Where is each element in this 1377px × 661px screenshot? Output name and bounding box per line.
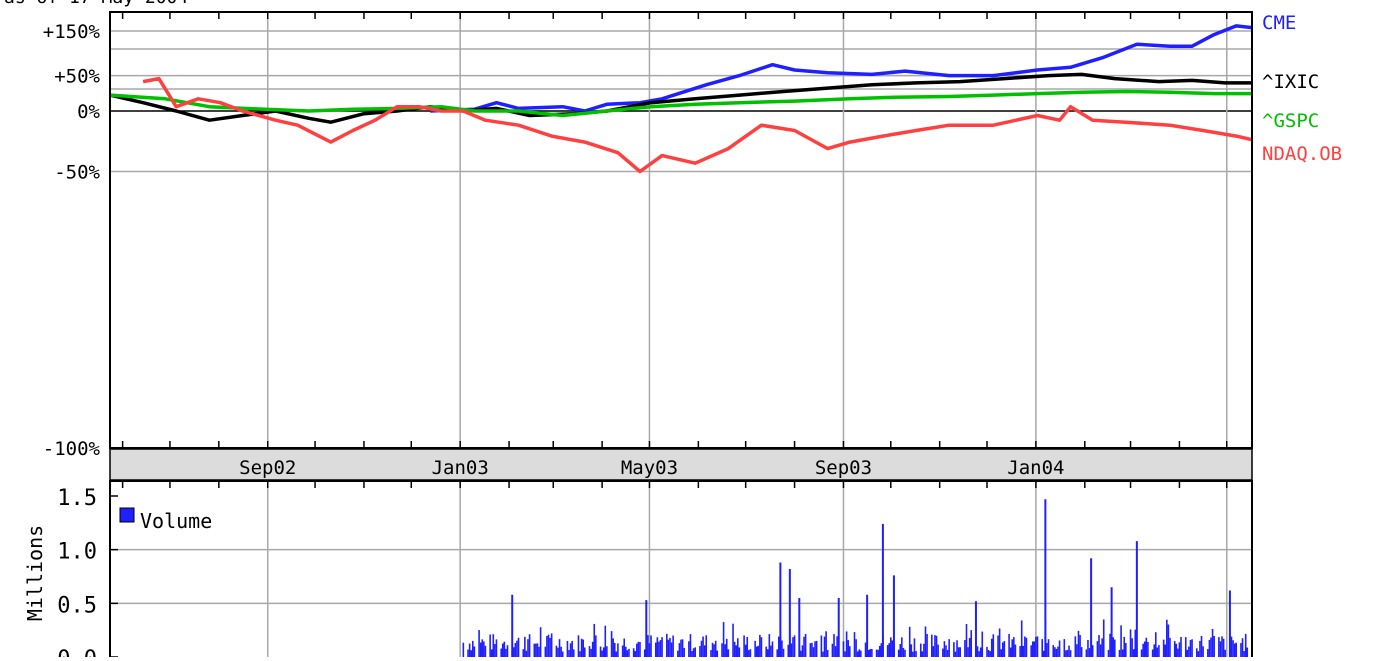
volume-y-tick-label: 1.5 (57, 486, 97, 511)
series-line-ixic (109, 72, 1252, 124)
price-y-tick-label: +150% (43, 21, 101, 43)
date-axis-label: Sep02 (239, 457, 296, 479)
date-axis-label: May03 (621, 457, 678, 479)
legend-label-cme: CME (1262, 12, 1296, 34)
legend-label-gspc: ^GSPC (1262, 110, 1319, 132)
legend-label-ixic: ^IXIC (1262, 71, 1319, 93)
date-axis-label: Sep03 (815, 457, 872, 479)
price-y-tick-label: -50% (54, 162, 100, 184)
volume-y-tick-label: 0.5 (57, 593, 97, 618)
price-y-tick-label: 0% (77, 101, 100, 123)
series-line-ndaqob (142, 76, 1253, 174)
volume-legend-label: Volume (140, 509, 212, 533)
price-y-tick-label: +50% (54, 66, 100, 88)
as-of-label: as of 17-May-2004 (4, 0, 188, 8)
volume-axis-label: Millions (23, 525, 47, 621)
volume-y-tick-label: 1.0 (57, 540, 97, 565)
date-axis-label: Jan04 (1007, 457, 1064, 479)
volume-legend-swatch (119, 507, 135, 523)
date-axis-band (110, 449, 1252, 480)
volume-plot-frame (109, 480, 1253, 657)
price-plot-frame (109, 11, 1253, 449)
volume-y-tick-label: 0.0 (57, 647, 97, 657)
series-line-gspc (109, 89, 1252, 118)
legend-label-ndaqob: NDAQ.OB (1262, 143, 1342, 165)
series-line-cme (430, 24, 1253, 113)
price-y-tick-label: -100% (43, 438, 101, 460)
date-axis-label: Jan03 (432, 457, 489, 479)
